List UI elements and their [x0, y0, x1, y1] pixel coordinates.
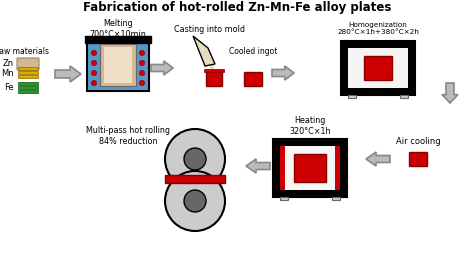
- Bar: [281, 146, 285, 190]
- Text: Cooled ingot: Cooled ingot: [229, 48, 277, 57]
- Bar: [348, 48, 408, 88]
- Polygon shape: [55, 66, 81, 82]
- Circle shape: [91, 80, 97, 86]
- Circle shape: [184, 148, 206, 170]
- Text: Fe: Fe: [4, 83, 14, 92]
- Bar: [335, 146, 339, 190]
- Bar: [348, 95, 356, 98]
- Text: Zn: Zn: [3, 59, 14, 69]
- Bar: [85, 36, 151, 43]
- Bar: [104, 47, 132, 83]
- Bar: [332, 197, 339, 200]
- Text: Raw materials: Raw materials: [0, 48, 49, 57]
- Bar: [18, 74, 38, 78]
- Bar: [281, 197, 288, 200]
- Bar: [409, 152, 427, 166]
- Circle shape: [184, 190, 206, 212]
- Bar: [18, 70, 38, 74]
- Text: Homogenization
280°C×1h+380°C×2h: Homogenization 280°C×1h+380°C×2h: [337, 23, 419, 36]
- Bar: [18, 86, 38, 89]
- Text: Air cooling: Air cooling: [396, 136, 440, 145]
- Circle shape: [139, 60, 145, 66]
- Circle shape: [165, 171, 225, 231]
- Circle shape: [165, 129, 225, 189]
- Bar: [244, 72, 262, 86]
- Circle shape: [139, 80, 145, 86]
- Text: Heating
320°C×1h: Heating 320°C×1h: [289, 116, 331, 136]
- Bar: [204, 69, 224, 72]
- Text: Mn: Mn: [1, 69, 14, 78]
- Bar: [87, 39, 149, 91]
- Bar: [210, 65, 214, 73]
- Polygon shape: [193, 36, 215, 66]
- Text: Melting
700°C×10min: Melting 700°C×10min: [90, 19, 146, 39]
- Bar: [18, 81, 38, 85]
- Circle shape: [139, 70, 145, 76]
- Bar: [400, 95, 408, 98]
- Polygon shape: [366, 152, 390, 166]
- Text: Multi-pass hot rolling
84% reduction: Multi-pass hot rolling 84% reduction: [86, 126, 170, 146]
- Bar: [165, 175, 225, 183]
- Bar: [273, 139, 347, 197]
- Bar: [281, 146, 339, 190]
- Bar: [364, 56, 392, 80]
- Text: Fabrication of hot-rolled Zn-Mn-Fe alloy plates: Fabrication of hot-rolled Zn-Mn-Fe alloy…: [83, 2, 391, 15]
- Polygon shape: [272, 66, 294, 80]
- Bar: [100, 44, 136, 86]
- Circle shape: [91, 60, 97, 66]
- Bar: [18, 67, 38, 70]
- Bar: [294, 154, 326, 182]
- Bar: [341, 41, 415, 95]
- Circle shape: [91, 50, 97, 56]
- Bar: [206, 70, 222, 86]
- Polygon shape: [151, 61, 173, 75]
- Polygon shape: [246, 159, 270, 173]
- Circle shape: [91, 70, 97, 76]
- Polygon shape: [442, 83, 458, 103]
- FancyBboxPatch shape: [17, 58, 39, 70]
- Bar: [18, 90, 38, 93]
- Text: Casting into mold: Casting into mold: [174, 25, 246, 34]
- Circle shape: [139, 50, 145, 56]
